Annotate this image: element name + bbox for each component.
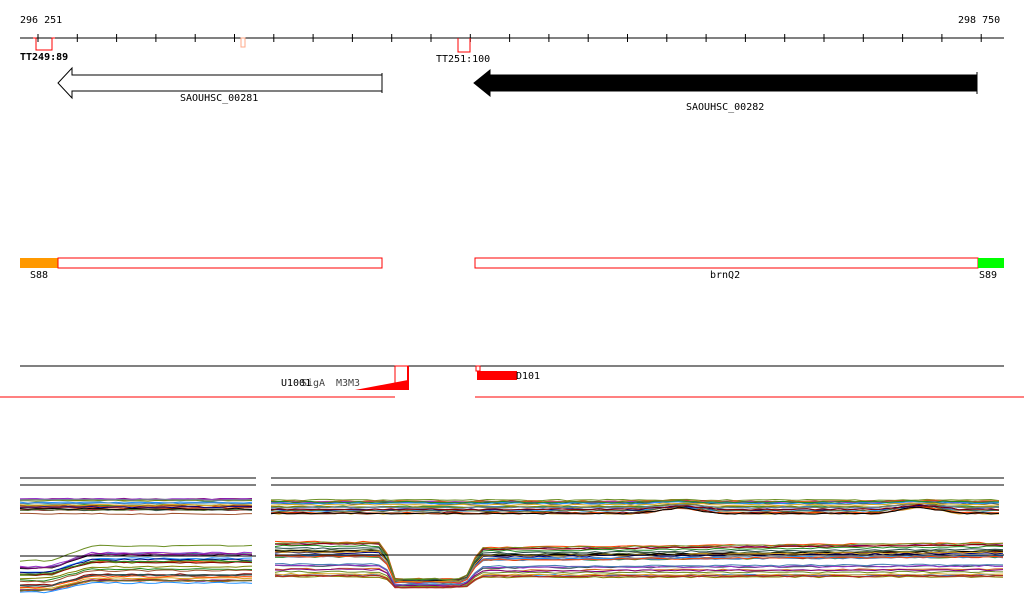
profile-line xyxy=(19,507,253,510)
profile-line xyxy=(19,567,253,582)
feature-label: U1001 xyxy=(281,378,311,389)
segment-block[interactable] xyxy=(57,257,383,269)
profile-panel-upper-right xyxy=(270,498,1000,515)
profile-line xyxy=(19,553,253,569)
ruler-end-label: 298 750 xyxy=(958,15,1000,26)
profile-line xyxy=(19,575,253,589)
gene-label: SAOUHSC_00281 xyxy=(180,93,258,104)
feature-marker[interactable] xyxy=(475,365,481,372)
profile-line xyxy=(274,562,1004,586)
profile-line xyxy=(270,502,1000,507)
feature-label-overlap: SigA xyxy=(301,378,325,389)
segment-label: brnQ2 xyxy=(710,270,740,281)
profile-panel-upper-left xyxy=(19,497,253,516)
segment-track: S88 brnQ2 S89 xyxy=(20,257,1004,281)
profile-line xyxy=(19,505,253,508)
terminator-marker[interactable] xyxy=(457,38,471,53)
profile-line xyxy=(19,503,253,507)
feature-label: D101 xyxy=(516,371,540,382)
feature-label-overlap: M3M3 xyxy=(336,378,360,389)
terminator-track: TT249:89 TT249:39 TT251:100 xyxy=(20,37,490,65)
gene-arrow-00281[interactable] xyxy=(57,66,383,100)
profile-line xyxy=(19,579,253,592)
segment-block-s88[interactable] xyxy=(20,258,58,268)
profile-line xyxy=(274,547,1004,582)
profile-line xyxy=(270,503,1000,511)
profile-line xyxy=(19,569,253,583)
profile-line xyxy=(20,512,253,516)
profile-line xyxy=(274,568,1004,587)
profile-line xyxy=(275,564,1004,586)
profile-line xyxy=(20,498,253,501)
profile-line xyxy=(270,498,1000,502)
profile-line xyxy=(19,499,253,502)
segment-label: S89 xyxy=(979,270,997,281)
feature-block-d101[interactable] xyxy=(477,371,517,380)
terminator-label: TT249:89 xyxy=(20,52,68,63)
profile-line xyxy=(19,559,253,575)
profile-line xyxy=(270,500,1000,505)
gene-arrow-00282[interactable] xyxy=(473,68,978,98)
profile-line xyxy=(270,500,999,504)
feature-ramp[interactable] xyxy=(355,380,408,390)
profile-line xyxy=(19,574,253,587)
profile-line xyxy=(274,550,1004,583)
profile-line xyxy=(274,574,1003,589)
segment-block-s89[interactable] xyxy=(978,258,1004,268)
profile-line xyxy=(274,541,1004,581)
terminator-label-overlap: TT249:39 xyxy=(20,52,68,63)
profile-line xyxy=(19,506,253,509)
feature-track: U1001 SigA M3M3 D101 xyxy=(0,365,1024,398)
terminator-marker[interactable] xyxy=(33,37,55,51)
profile-line xyxy=(271,502,1000,509)
segment-label: S88 xyxy=(30,270,48,281)
profile-line xyxy=(274,555,1004,584)
profile-line xyxy=(19,501,253,504)
feature-bar xyxy=(407,366,409,390)
profile-line xyxy=(19,581,253,594)
profile-line xyxy=(19,544,253,562)
profile-line xyxy=(19,565,253,580)
terminator-label: TT251:100 xyxy=(436,54,490,65)
profile-line xyxy=(270,506,1000,515)
profile-line xyxy=(19,561,252,576)
profile-panel-lower-left xyxy=(19,544,256,594)
terminator-marker-small[interactable] xyxy=(240,37,246,48)
profile-line xyxy=(19,497,253,501)
gene-label: SAOUHSC_00282 xyxy=(686,102,764,113)
segment-block-brnq2[interactable] xyxy=(474,257,979,269)
gene-track: SAOUHSC_00281 SAOUHSC_00282 xyxy=(57,66,978,113)
expression-profiles xyxy=(19,477,1004,594)
position-ruler: 296 251 298 750 xyxy=(20,15,1004,42)
profile-line xyxy=(19,558,253,574)
ruler-start-label: 296 251 xyxy=(20,15,62,26)
profile-line xyxy=(270,500,1000,504)
profile-line xyxy=(270,504,1000,513)
profile-line xyxy=(19,551,253,568)
profile-line xyxy=(19,502,253,505)
profile-panel-lower-right xyxy=(274,540,1004,589)
